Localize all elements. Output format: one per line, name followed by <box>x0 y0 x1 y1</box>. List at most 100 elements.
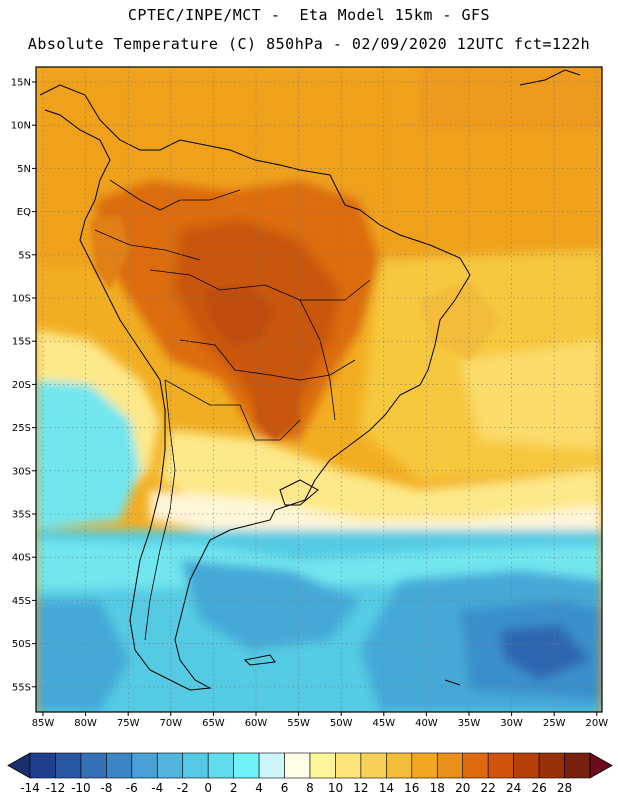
map-subtitle: Absolute Temperature (C) 850hPa - 02/09/… <box>27 35 591 53</box>
lat-label: 45S <box>12 596 31 607</box>
longitude-labels: 85W 80W 75W 70W 65W 60W 55W 50W 45W 40W 35W 30W 25W 2… <box>32 712 608 729</box>
band-south-atlantic-navy <box>500 625 590 680</box>
lat-label: 15N <box>11 78 31 89</box>
colorbar-label: -12 <box>46 781 66 795</box>
colorbar-label: 16 <box>404 781 419 795</box>
detail-andes-north <box>90 215 130 290</box>
lon-label: 45W <box>372 718 395 729</box>
colorbar-label: 10 <box>328 781 343 795</box>
detail-brazil-east <box>420 280 500 360</box>
lat-label: EQ <box>17 207 31 218</box>
colorbar-swatch <box>182 752 209 779</box>
colorbar-swatch <box>284 752 311 779</box>
colorbar-swatch <box>80 752 107 779</box>
lat-label: 20S <box>12 380 31 391</box>
colorbar-swatch <box>513 752 540 779</box>
coastlines <box>39 69 581 691</box>
border-brazil-north <box>149 269 371 301</box>
colorbar-label: 26 <box>531 781 546 795</box>
lon-label: 80W <box>74 718 97 729</box>
lat-label: 25S <box>12 423 31 434</box>
border-bolivia-brazil <box>179 339 356 381</box>
colorbar-swatch <box>131 752 158 779</box>
coastline-rio-de-la-plata <box>279 479 319 506</box>
lat-label: 10N <box>11 121 31 132</box>
lat-label: 15S <box>12 337 31 348</box>
lon-label: 25W <box>543 718 566 729</box>
colorbar-label: 20 <box>455 781 470 795</box>
colorbar-under-arrow <box>7 752 31 779</box>
band-patagonia-blue <box>180 560 360 650</box>
colorbar-label: -8 <box>100 781 112 795</box>
colorbar-over-arrow <box>589 752 613 779</box>
colorbar-swatch <box>360 752 387 779</box>
colorbar-swatch <box>106 752 133 779</box>
colorbar-swatch <box>462 752 489 779</box>
band-yellow-atlantic <box>460 340 602 450</box>
colorbar-label: 14 <box>379 781 394 795</box>
lon-label: 65W <box>202 718 225 729</box>
band-pacific-cyan <box>36 380 140 530</box>
colorbar-swatch <box>29 752 56 779</box>
field-detail <box>90 215 500 440</box>
country-borders <box>94 179 371 641</box>
colorbar-swatch <box>309 752 336 779</box>
lat-label: 10S <box>12 294 31 305</box>
colorbar-label: -4 <box>151 781 163 795</box>
border-chile-argentina <box>144 379 176 641</box>
colorbar-swatch <box>207 752 234 779</box>
colorbar-swatch <box>487 752 514 779</box>
map-title: CPTEC/INPE/MCT - Eta Model 15km - GFS <box>127 6 491 24</box>
border-peru-ecuador <box>94 229 201 261</box>
band-pacific-south-blue <box>36 600 130 712</box>
lat-label: 30S <box>12 466 31 477</box>
lon-label: 30W <box>500 718 523 729</box>
border-brazil-interior <box>299 299 336 421</box>
map-frame <box>35 66 603 713</box>
lat-label: 40S <box>12 553 31 564</box>
lat-label: 5N <box>17 164 31 175</box>
colorbar-label: 22 <box>481 781 496 795</box>
lon-label: 35W <box>458 718 481 729</box>
colorbar-label: -14 <box>20 781 40 795</box>
latitude-labels: 15N 10N 5N EQ 5S 10S 15S 20S 25S 30S 35S 40S 45S 50S 5… <box>11 78 36 693</box>
lat-label: 35S <box>12 510 31 521</box>
colorbar-label: -6 <box>126 781 138 795</box>
border-argentina-north <box>164 379 301 441</box>
colorbar-swatch <box>233 752 260 779</box>
band-caribbean <box>420 67 602 130</box>
coastline-falklands <box>243 654 276 666</box>
border-colombia-venezuela <box>109 179 241 211</box>
lat-label: 55S <box>12 682 31 693</box>
colorbar-label: 28 <box>557 781 572 795</box>
colorbar-swatch <box>258 752 285 779</box>
colorbar-label: 8 <box>306 781 314 795</box>
colorbar-label: 4 <box>255 781 263 795</box>
colorbar-swatch <box>564 752 591 779</box>
colorbar-swatch <box>436 752 464 779</box>
lon-label: 20W <box>585 718 608 729</box>
lon-label: 70W <box>159 718 182 729</box>
detail-bolivia-hot <box>205 285 275 345</box>
coastline-south-america <box>39 84 471 691</box>
colorbar-label: -2 <box>177 781 189 795</box>
lat-label: 5S <box>18 250 31 261</box>
lat-label: 50S <box>12 639 31 650</box>
temperature-field <box>36 67 602 712</box>
lon-label: 55W <box>287 718 310 729</box>
colorbar-label: -10 <box>71 781 91 795</box>
colorbar: -14 -12 -10 -8 -6 -4 -2 0 2 4 6 8 10 12 14 16 18 20 22 24 26… <box>7 752 613 795</box>
colorbar-label: 18 <box>430 781 445 795</box>
detail-paraguay-hot <box>255 380 300 440</box>
colorbar-swatch <box>156 752 184 779</box>
lon-label: 75W <box>117 718 140 729</box>
lon-label: 85W <box>32 718 55 729</box>
coastline-caribbean <box>519 69 581 86</box>
colorbar-label: 2 <box>230 781 238 795</box>
colorbar-swatch <box>335 752 362 779</box>
lon-label: 60W <box>245 718 268 729</box>
colorbar-swatch <box>411 752 438 779</box>
colorbar-label: 12 <box>353 781 368 795</box>
colorbar-swatch <box>386 752 413 779</box>
